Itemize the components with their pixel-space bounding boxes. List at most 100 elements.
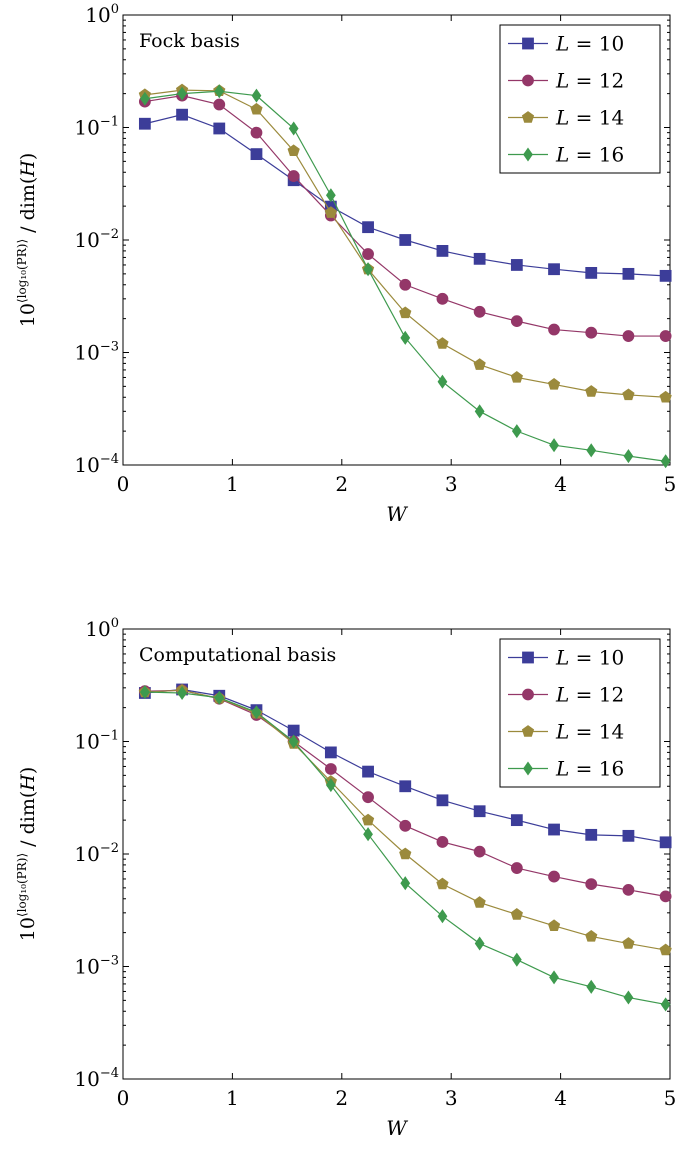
x-axis-label: W xyxy=(386,1116,408,1140)
data-point xyxy=(363,827,373,842)
data-point xyxy=(177,685,187,700)
data-point xyxy=(547,378,561,390)
chart-computational-basis: 0 1 2 3 4 5 100 10−1 10−2 10−3 10−4 W 10⟨log₁₀(PR)⟩ … xyxy=(15,616,676,1140)
y-tick-label: 10−3 xyxy=(74,954,119,979)
data-point xyxy=(510,814,523,827)
y-axis-label: 10⟨log₁₀(PR)⟩ / dim(H) xyxy=(15,767,39,942)
data-point xyxy=(622,330,635,342)
data-point xyxy=(510,862,523,874)
data-point xyxy=(510,259,523,271)
legend-entry: L = 10 xyxy=(555,32,624,56)
data-point xyxy=(287,170,300,182)
legend-marker xyxy=(521,725,535,737)
data-point xyxy=(399,306,412,319)
legend-marker xyxy=(522,688,534,701)
data-point xyxy=(585,385,598,397)
y-tick-label: 10−4 xyxy=(74,452,119,477)
data-point xyxy=(139,685,150,700)
data-point xyxy=(586,443,597,458)
x-tick-label: 1 xyxy=(226,472,239,496)
x-tick-label: 2 xyxy=(335,1086,348,1110)
data-point xyxy=(214,690,225,705)
chart-fock-basis: 0 1 2 3 4 5 100 10−1 10−2 10−3 10−4 W 10⟨log₁₀(PR)⟩ … xyxy=(15,2,676,526)
data-point xyxy=(325,778,336,793)
y-tick-label: 100 xyxy=(85,2,119,27)
legend-marker xyxy=(522,651,534,664)
data-point xyxy=(659,836,672,849)
data-point xyxy=(324,746,337,759)
series-diamond xyxy=(139,84,671,469)
data-point xyxy=(585,266,598,279)
y-tick-label: 10−3 xyxy=(74,340,119,365)
data-point xyxy=(288,734,299,749)
data-point xyxy=(510,371,523,383)
data-point xyxy=(473,252,486,265)
data-point xyxy=(474,404,485,419)
data-point xyxy=(549,970,559,985)
series-circle xyxy=(138,89,672,342)
data-point xyxy=(660,454,671,469)
legend-entry: L = 12 xyxy=(555,683,624,707)
data-point xyxy=(250,126,263,139)
annotation-label: Fock basis xyxy=(139,30,240,52)
data-point xyxy=(585,878,598,891)
data-point xyxy=(659,943,672,956)
legend-marker xyxy=(523,147,533,162)
data-point xyxy=(511,952,522,967)
data-point xyxy=(250,148,263,161)
x-tick-label: 5 xyxy=(664,1086,676,1110)
data-point xyxy=(547,919,561,932)
data-point xyxy=(139,91,150,106)
data-point xyxy=(473,305,486,318)
x-tick-label: 5 xyxy=(664,472,676,496)
data-point xyxy=(622,829,635,842)
y-axis-label: 10⟨log₁₀(PR)⟩ / dim(H) xyxy=(15,153,39,328)
data-point xyxy=(548,323,560,336)
data-point xyxy=(362,221,374,234)
x-tick-label: 1 xyxy=(226,1086,239,1110)
data-point xyxy=(325,188,336,203)
legend-entry: L = 16 xyxy=(555,143,624,167)
data-point xyxy=(436,337,449,349)
data-point xyxy=(622,267,635,280)
data-point xyxy=(510,908,523,920)
y-tick-label: 10−1 xyxy=(74,115,119,140)
data-point xyxy=(436,877,449,890)
legend-entry: L = 10 xyxy=(555,646,624,670)
data-point xyxy=(436,836,449,848)
data-point xyxy=(473,845,486,858)
data-point xyxy=(214,84,225,99)
data-point xyxy=(287,724,300,737)
data-point xyxy=(250,102,263,115)
data-point xyxy=(400,330,411,345)
x-tick-label: 3 xyxy=(445,472,458,496)
data-point xyxy=(177,86,187,101)
data-point xyxy=(585,828,598,841)
data-point xyxy=(659,890,672,903)
data-point xyxy=(660,997,671,1012)
data-point xyxy=(399,819,412,832)
x-axis-label: W xyxy=(386,502,408,526)
data-point xyxy=(511,424,522,439)
data-point xyxy=(436,245,449,257)
legend-entry: L = 12 xyxy=(555,69,624,93)
data-point xyxy=(324,206,337,218)
series-diamond xyxy=(139,685,671,1012)
data-point xyxy=(362,791,374,804)
y-tick-label: 10−1 xyxy=(74,729,119,754)
x-tick-label: 3 xyxy=(445,1086,458,1110)
data-point xyxy=(138,117,151,130)
legend-box xyxy=(499,24,661,174)
data-point xyxy=(251,88,262,103)
legend-marker xyxy=(523,761,533,776)
legend-marker xyxy=(522,37,534,50)
data-point xyxy=(176,108,188,121)
legend-entry: L = 16 xyxy=(555,757,624,781)
data-point xyxy=(473,358,486,370)
data-point xyxy=(437,374,448,389)
y-tick-label: 10−2 xyxy=(74,227,119,252)
data-point xyxy=(548,263,560,276)
y-tick-label: 10−4 xyxy=(74,1066,119,1091)
data-point xyxy=(399,234,412,246)
data-point xyxy=(362,765,374,778)
